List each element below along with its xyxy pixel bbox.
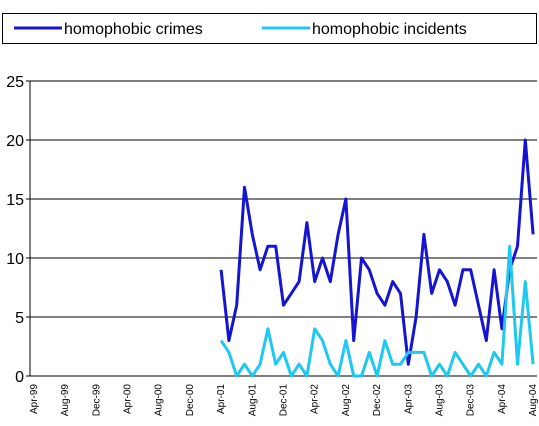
- x-tick-label: Apr-04: [497, 384, 508, 414]
- y-tick-label: 10: [6, 251, 24, 268]
- legend-label: homophobic incidents: [312, 21, 467, 38]
- x-tick-label: Aug-03: [435, 384, 446, 417]
- x-tick-label: Aug-02: [341, 384, 352, 417]
- x-tick-label: Dec-99: [91, 384, 102, 417]
- x-tick-label: Apr-01: [216, 384, 227, 414]
- x-tick-label: Dec-03: [466, 384, 477, 417]
- y-tick-label: 25: [6, 74, 24, 91]
- x-tick-label: Apr-02: [310, 384, 321, 414]
- series-line: [219, 138, 535, 366]
- x-tick-label: Dec-01: [279, 384, 290, 417]
- x-tick-label: Apr-00: [123, 384, 134, 414]
- series-line: [219, 244, 535, 378]
- x-tick-label: Apr-99: [29, 384, 40, 414]
- x-tick-label: Aug-01: [247, 384, 258, 417]
- x-tick-label: Aug-00: [154, 384, 165, 417]
- y-tick-label: 20: [6, 133, 24, 150]
- y-tick-label: 0: [15, 369, 24, 386]
- x-tick-label: Dec-00: [185, 384, 196, 417]
- x-tick-label: Apr-03: [403, 384, 414, 414]
- x-tick-label: Dec-02: [372, 384, 383, 417]
- x-tick-label: Aug-99: [60, 384, 71, 417]
- y-tick-label: 5: [15, 310, 24, 327]
- y-tick-label: 15: [6, 192, 24, 209]
- x-tick-label: Aug-04: [528, 384, 539, 417]
- legend-label: homophobic crimes: [64, 21, 203, 38]
